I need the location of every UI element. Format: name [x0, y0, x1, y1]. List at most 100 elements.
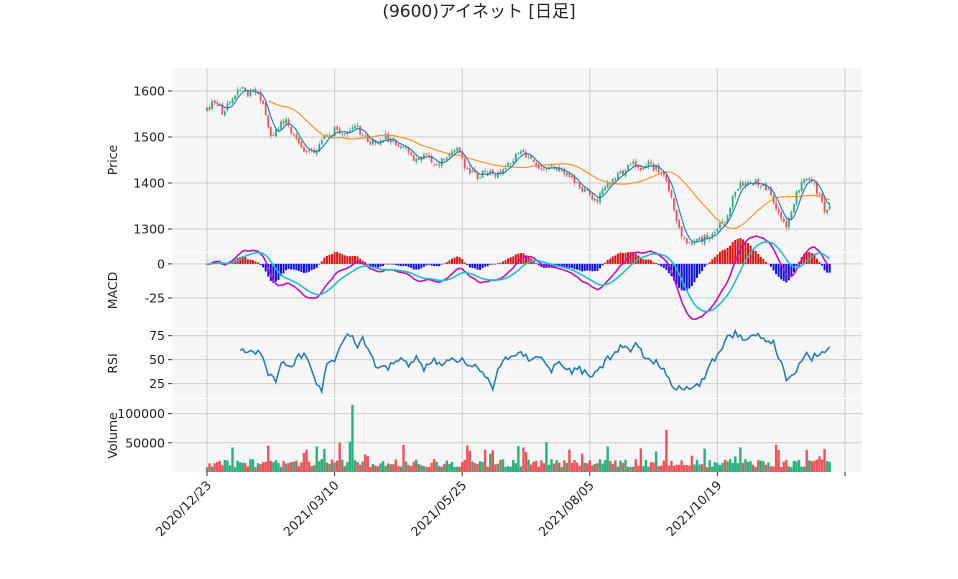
macd-histogram-bar [494, 263, 497, 265]
volume-bar [228, 465, 232, 472]
price-candle-body [262, 100, 265, 104]
macd-histogram-bar [461, 259, 464, 264]
price-candle-body [808, 178, 811, 180]
volume-bar [734, 456, 737, 472]
price-candle-body [668, 179, 670, 191]
macd-histogram-bar [484, 263, 487, 267]
volume-bar [790, 467, 793, 472]
price-candle-body [507, 163, 510, 168]
price-candle-body [323, 134, 326, 140]
price-candle-body [351, 127, 354, 130]
price-candle-body [777, 209, 780, 213]
macd-histogram-bar [351, 256, 354, 264]
volume-bar [777, 450, 780, 472]
volume-bar [695, 459, 699, 472]
price-candle-body [476, 173, 479, 179]
volume-bar [356, 461, 359, 472]
volume-bar [823, 449, 826, 472]
macd-histogram-bar [323, 257, 326, 264]
price-candle-body [303, 147, 305, 152]
volume-bar [535, 460, 538, 472]
volume-bar [614, 460, 617, 472]
macd-histogram-bar [764, 262, 767, 264]
volume-bar [369, 466, 372, 472]
price-candle-body [229, 101, 231, 104]
price-candle-body [742, 182, 744, 186]
macd-histogram-bar [336, 251, 339, 264]
volume-bar [420, 465, 423, 472]
volume-bar [813, 460, 816, 472]
price-candle-body [800, 181, 803, 192]
price-candle-body [438, 164, 441, 166]
macd-histogram-bar [435, 263, 438, 267]
price-candle-body [601, 189, 604, 195]
price-candle-body [354, 126, 356, 129]
macd-histogram-bar [479, 263, 482, 270]
macd-histogram-bar [665, 263, 668, 270]
volume-bar [389, 464, 392, 472]
price-candle-body [366, 134, 369, 143]
macd-histogram-bar [318, 263, 321, 265]
macd-histogram-bar [601, 263, 604, 266]
volume-bar [557, 462, 561, 472]
macd-histogram-bar [379, 263, 382, 267]
macd-histogram-bar [361, 260, 364, 264]
volume-bar [384, 465, 387, 472]
volume-bar [675, 464, 678, 472]
price-candle-body [297, 138, 300, 143]
volume-bar [325, 462, 329, 472]
price-candle-body [642, 168, 645, 170]
macd-histogram-bar [540, 263, 543, 267]
volume-bar [450, 461, 454, 472]
macd-histogram-bar [701, 263, 704, 272]
macd-histogram-bar [706, 263, 709, 265]
price-candle-body [282, 120, 285, 124]
rsi-ytick-label: 75 [149, 328, 165, 343]
volume-bar [657, 466, 660, 472]
price-candle-body [685, 238, 688, 244]
price-candle-body [629, 164, 632, 166]
macd-histogram-bar [673, 263, 676, 281]
volume-bar [417, 464, 421, 472]
macd-histogram-bar [438, 263, 441, 267]
price-candle-body [632, 161, 635, 164]
volume-bar [680, 460, 683, 472]
rsi-ytick-label: 25 [149, 376, 165, 391]
macd-histogram-bar [450, 258, 453, 264]
price-candle-body [519, 151, 522, 154]
volume-bar [690, 455, 694, 472]
price-candle-body [445, 157, 448, 160]
volume-bar [723, 459, 727, 472]
macd-histogram-bar [440, 263, 443, 265]
macd-histogram-bar [512, 256, 515, 264]
volume-bar [374, 465, 377, 472]
price-candle-body [328, 135, 331, 137]
price-candle-body [275, 129, 277, 137]
volume-bar [509, 466, 512, 472]
price-candle-body [453, 150, 456, 153]
price-candle-body [336, 126, 339, 130]
macd-histogram-bar [282, 263, 285, 274]
volume-bar [499, 459, 502, 472]
volume-bar [300, 462, 303, 472]
macd-histogram-bar [570, 263, 573, 269]
macd-histogram-bar [688, 263, 691, 289]
volume-bar [261, 462, 265, 472]
volume-bar [226, 460, 229, 472]
price-candle-body [726, 215, 729, 223]
price-candle-body [665, 175, 668, 182]
volume-bar [726, 461, 729, 472]
price-candle-body [486, 172, 489, 176]
macd-histogram-bar [315, 263, 318, 268]
macd-histogram-bar [320, 261, 323, 264]
macd-histogram-bar [632, 251, 635, 264]
price-candle-body [440, 158, 443, 166]
price-candle-body [604, 187, 607, 191]
price-candle-body [734, 191, 737, 197]
volume-bar [611, 463, 614, 472]
macd-histogram-bar [359, 258, 362, 264]
volume-bar [392, 464, 395, 472]
volume-bar [435, 461, 438, 472]
price-candle-body [308, 150, 310, 152]
price-candle-body [412, 155, 415, 161]
